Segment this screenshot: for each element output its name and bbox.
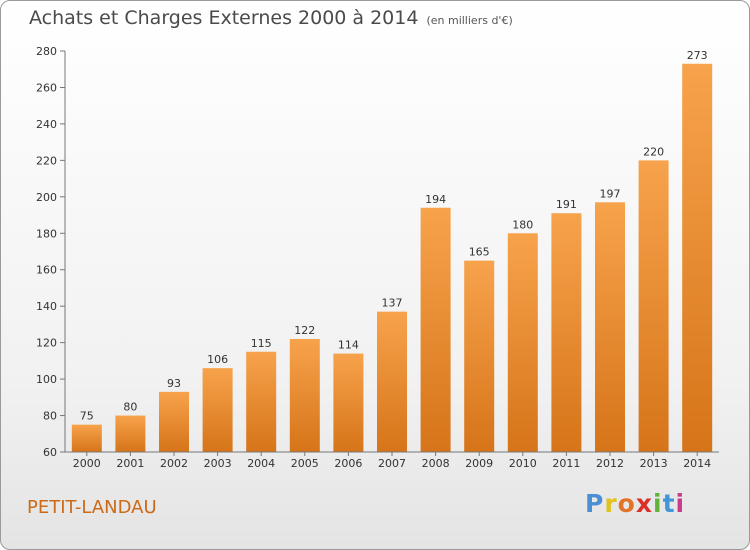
bar-2013 [638, 160, 669, 452]
bar-2001 [115, 415, 146, 452]
y-tick-label: 160 [36, 264, 57, 277]
x-tick-label: 2014 [683, 457, 711, 470]
y-tick-label: 60 [43, 446, 57, 459]
bar-2012 [595, 202, 625, 452]
bar-value-label: 194 [425, 193, 446, 206]
bar-2014 [682, 63, 713, 452]
proxiti-logo: Proxiti [585, 489, 685, 518]
x-tick-label: 2004 [247, 457, 275, 470]
logo-letter: i [675, 489, 686, 518]
y-tick-label: 180 [36, 227, 57, 240]
logo-letter: t [662, 489, 676, 518]
x-tick-label: 2005 [291, 457, 319, 470]
y-tick-label: 240 [36, 118, 57, 131]
bar-value-label: 220 [643, 145, 664, 158]
x-tick-label: 2003 [204, 457, 232, 470]
x-tick-label: 2009 [465, 457, 493, 470]
bar-2006 [333, 353, 364, 452]
x-tick-label: 2013 [640, 457, 668, 470]
y-tick-label: 280 [36, 45, 57, 58]
chart-title: Achats et Charges Externes 2000 à 2014 (e… [29, 7, 513, 29]
bar-value-label: 115 [251, 337, 272, 350]
bar-value-label: 75 [80, 410, 94, 423]
bar-value-label: 93 [167, 377, 181, 390]
x-tick-label: 2012 [596, 457, 624, 470]
chart-title-text: Achats et Charges Externes 2000 à 2014 [29, 7, 419, 29]
bar-2008 [420, 207, 451, 452]
bar-value-label: 180 [512, 218, 533, 231]
x-tick-label: 2000 [73, 457, 101, 470]
logo-letter: r [604, 489, 618, 518]
chart-subtitle: (en milliers d'€) [426, 14, 513, 27]
y-tick-label: 260 [36, 81, 57, 94]
bar-value-label: 273 [687, 49, 708, 62]
bars: 75 80 93 106 115 122 114 137 194 165 180 191 197 220 2… [71, 49, 713, 452]
x-tick-label: 2002 [160, 457, 188, 470]
x-tick-label: 2001 [116, 457, 144, 470]
bar-2000 [71, 424, 102, 452]
bar-value-label: 114 [338, 339, 359, 352]
bar-value-label: 80 [123, 401, 137, 414]
y-tick-label: 140 [36, 300, 57, 313]
bar-2004 [246, 351, 277, 452]
bar-2005 [289, 338, 320, 452]
bar-2007 [377, 311, 407, 452]
logo-letter: o [617, 489, 636, 518]
x-tick-label: 2011 [552, 457, 580, 470]
y-tick-label: 200 [36, 191, 57, 204]
logo-letter: P [585, 489, 605, 518]
bar-value-label: 106 [207, 353, 228, 366]
bar-value-label: 122 [294, 324, 315, 337]
bar-value-label: 137 [382, 297, 403, 310]
logo-letter: x [635, 489, 653, 518]
bar-2010 [507, 233, 538, 452]
x-tick-label: 2010 [509, 457, 537, 470]
x-tick-label: 2008 [422, 457, 450, 470]
bar-2011 [551, 213, 582, 452]
y-tick-label: 120 [36, 337, 57, 350]
y-tick-label: 100 [36, 373, 57, 386]
x-axis: 2000 2001 2002 2003 2004 2005 2006 2007 2008 2009… [65, 451, 719, 470]
bar-value-label: 165 [469, 246, 490, 259]
bar-2002 [159, 391, 189, 452]
x-tick-label: 2007 [378, 457, 406, 470]
bar-value-label: 191 [556, 198, 577, 211]
x-tick-label: 2006 [334, 457, 362, 470]
y-tick-label: 220 [36, 154, 57, 167]
place-name: PETIT-LANDAU [27, 497, 157, 518]
bar-2009 [464, 260, 495, 452]
bar-2003 [202, 368, 233, 452]
y-axis: 60 80 100 120 140 160 180 200 220 240 260 280 [36, 45, 66, 459]
logo-letter: i [653, 489, 663, 518]
bar-value-label: 197 [600, 187, 621, 200]
y-tick-label: 80 [43, 410, 57, 423]
